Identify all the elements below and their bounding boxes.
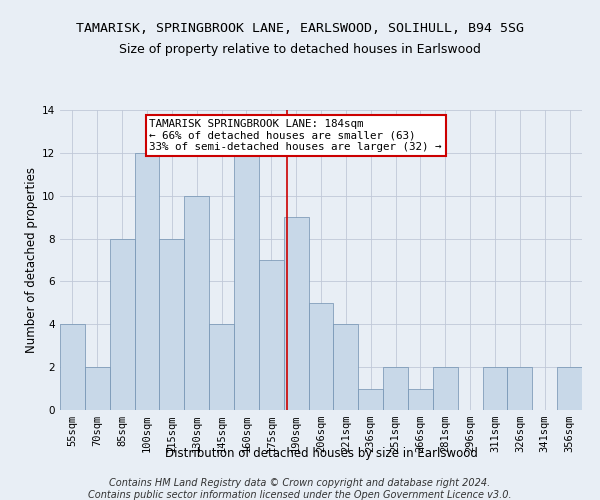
Bar: [408, 388, 433, 410]
Bar: [433, 367, 458, 410]
Bar: [383, 367, 408, 410]
Text: Distribution of detached houses by size in Earlswood: Distribution of detached houses by size …: [164, 448, 478, 460]
Bar: [259, 260, 284, 410]
Bar: [557, 367, 582, 410]
Bar: [482, 367, 508, 410]
Y-axis label: Number of detached properties: Number of detached properties: [25, 167, 38, 353]
Text: Size of property relative to detached houses in Earlswood: Size of property relative to detached ho…: [119, 42, 481, 56]
Bar: [284, 217, 308, 410]
Bar: [134, 153, 160, 410]
Bar: [358, 388, 383, 410]
Bar: [308, 303, 334, 410]
Bar: [160, 238, 184, 410]
Text: TAMARISK SPRINGBROOK LANE: 184sqm
← 66% of detached houses are smaller (63)
33% : TAMARISK SPRINGBROOK LANE: 184sqm ← 66% …: [149, 118, 442, 152]
Text: Contains public sector information licensed under the Open Government Licence v3: Contains public sector information licen…: [88, 490, 512, 500]
Bar: [60, 324, 85, 410]
Text: TAMARISK, SPRINGBROOK LANE, EARLSWOOD, SOLIHULL, B94 5SG: TAMARISK, SPRINGBROOK LANE, EARLSWOOD, S…: [76, 22, 524, 36]
Bar: [334, 324, 358, 410]
Bar: [110, 238, 134, 410]
Bar: [184, 196, 209, 410]
Bar: [209, 324, 234, 410]
Bar: [508, 367, 532, 410]
Bar: [85, 367, 110, 410]
Bar: [234, 153, 259, 410]
Text: Contains HM Land Registry data © Crown copyright and database right 2024.: Contains HM Land Registry data © Crown c…: [109, 478, 491, 488]
